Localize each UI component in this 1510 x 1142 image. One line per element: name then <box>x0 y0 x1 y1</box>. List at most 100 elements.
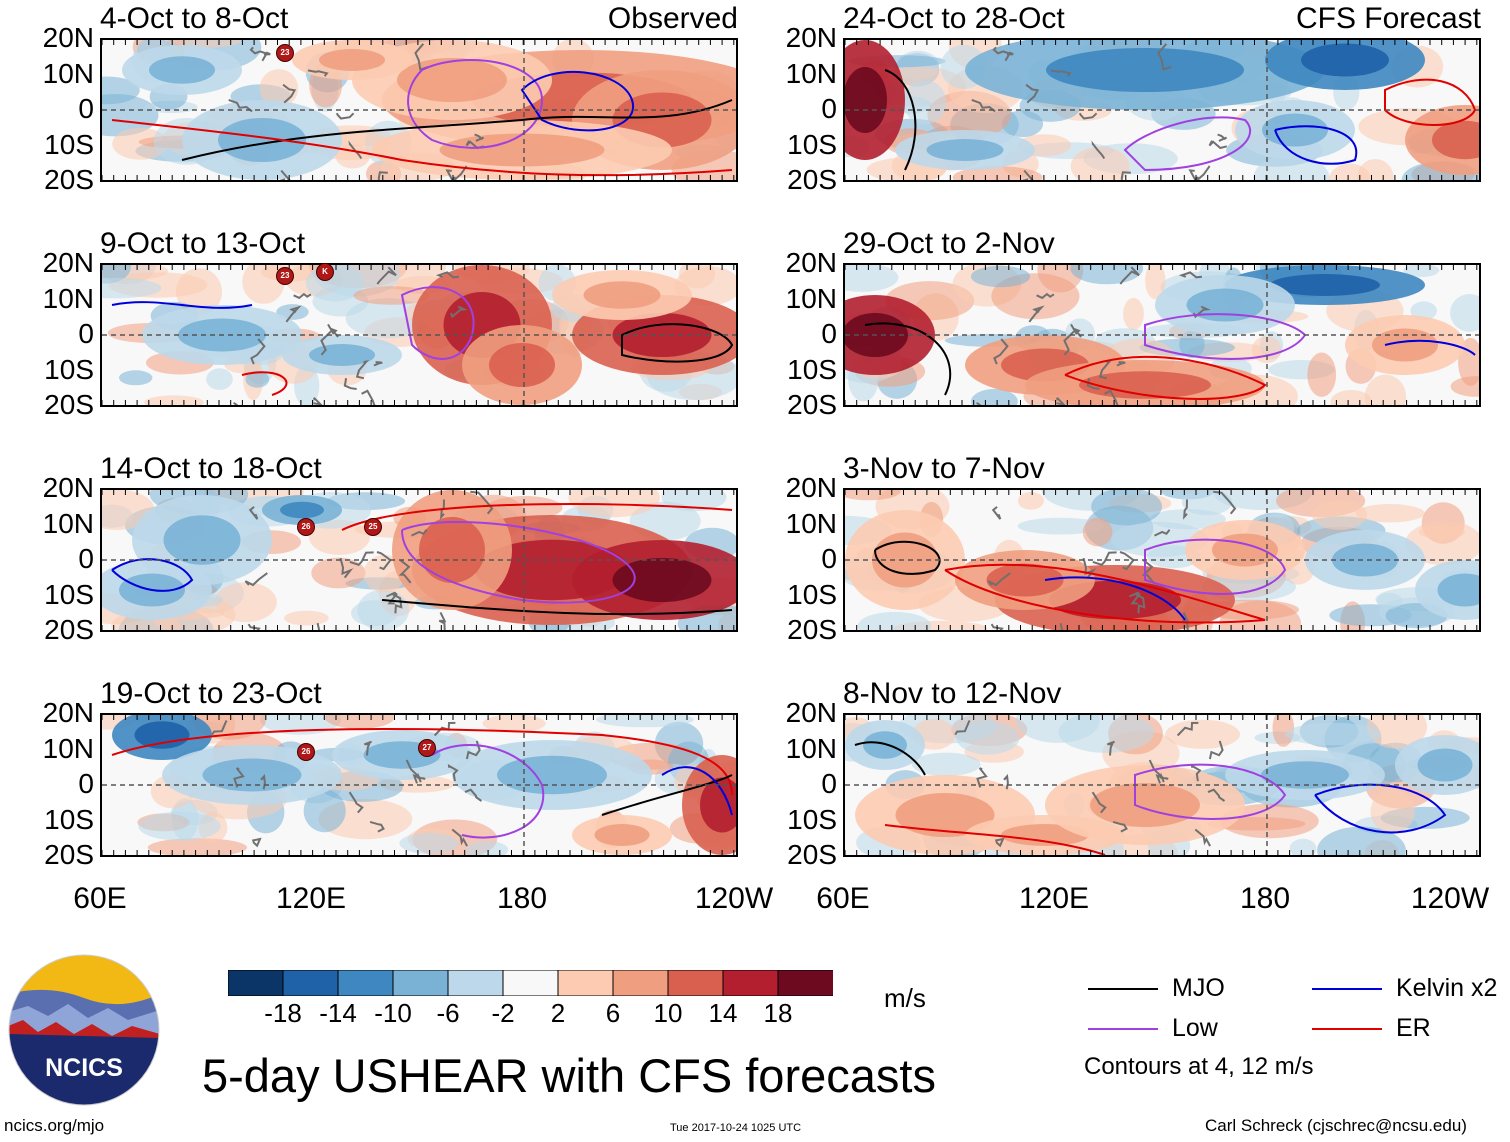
coastline <box>1157 43 1172 71</box>
coastline <box>1063 330 1075 356</box>
lat-label-left-3-1: 10N <box>42 507 94 539</box>
coastline <box>1154 529 1171 537</box>
tropical-cyclone-icon: 27 <box>418 739 436 757</box>
shading-blob <box>163 515 241 565</box>
coastline <box>451 828 468 847</box>
coastline <box>348 791 364 814</box>
coastline <box>348 140 363 160</box>
shading-blob <box>1262 113 1328 147</box>
coastline <box>1091 791 1107 814</box>
contour-line <box>884 69 917 171</box>
lat-label-right-1-1: 10N <box>785 57 837 89</box>
coastline <box>250 338 266 365</box>
contour-line <box>381 599 733 616</box>
footer-timestamp: Tue 2017-10-24 1025 UTC <box>670 1122 802 1134</box>
coastline <box>993 338 1009 365</box>
coastline <box>991 506 1002 520</box>
shading-cell <box>325 715 395 729</box>
colorbar-tick-label: 10 <box>653 998 683 1028</box>
storm-label: 27 <box>422 743 432 752</box>
shading-cell <box>1070 146 1130 180</box>
colorbar <box>227 969 834 997</box>
shading-cell <box>956 721 1020 755</box>
contour-line <box>401 521 636 604</box>
lat-label-left-1-2: 0 <box>78 93 94 124</box>
legend-line-mjo <box>1088 988 1158 990</box>
lat-label-right-1-2: 0 <box>821 93 837 124</box>
panel-title-left-3: 14-Oct to 18-Oct <box>100 452 322 485</box>
footer-url[interactable]: ncics.org/mjo <box>4 1116 105 1135</box>
contour-line <box>1123 116 1252 172</box>
coastline <box>1004 51 1014 62</box>
coastline <box>1091 140 1106 160</box>
coastline <box>355 360 369 380</box>
coastline <box>335 112 355 120</box>
colorbar-tick-label: -14 <box>319 998 357 1028</box>
legend-label: Low <box>1172 1014 1218 1042</box>
shading-blob <box>202 758 302 792</box>
lat-label-right-3-3: 10S <box>787 578 837 610</box>
shading-blob <box>926 139 1004 161</box>
lat-label-right-3-4: 20S <box>787 614 837 645</box>
coastline <box>361 389 376 405</box>
contour-line <box>944 563 1266 624</box>
shading-cell <box>1123 297 1144 331</box>
coastline <box>1213 490 1237 515</box>
coastline <box>244 572 268 587</box>
shading-blob <box>218 118 306 162</box>
lon-label-right-0: 60E <box>816 882 870 915</box>
shading-blob <box>1332 543 1398 577</box>
cfs-forecast-label: CFS Forecast <box>1295 2 1481 35</box>
shading-cell <box>845 265 899 292</box>
coastline <box>249 46 269 55</box>
shading-blob <box>1437 573 1479 607</box>
coastline <box>1078 112 1098 120</box>
lat-label-right-1-3: 10S <box>787 128 837 160</box>
contour-line <box>1134 763 1287 820</box>
shading-blob <box>594 824 650 846</box>
shading-cell <box>857 611 932 630</box>
coastline <box>1086 377 1100 390</box>
lat-label-left-1-0: 20N <box>42 22 94 53</box>
storm-label: K <box>322 267 328 276</box>
lat-label-left-3-0: 20N <box>42 472 94 503</box>
panel-title-right-3: 3-Nov to 7-Nov <box>843 452 1045 485</box>
coastline <box>1194 828 1211 847</box>
coastline <box>228 98 253 113</box>
coastline <box>1134 592 1146 614</box>
lon-label-left-1: 120E <box>275 882 347 915</box>
lat-label-right-4-3: 10S <box>787 803 837 835</box>
colorbar-segment <box>612 969 669 997</box>
lon-label-left-3: 120W <box>694 882 774 915</box>
shading-cell <box>911 752 981 776</box>
coastline <box>1178 271 1202 279</box>
coastline <box>247 623 261 630</box>
shading-cell <box>1220 803 1319 839</box>
shading-cell <box>206 368 233 390</box>
contour-line <box>111 301 253 309</box>
storm-label: 26 <box>301 522 311 531</box>
colorbar-segment <box>777 969 834 997</box>
lat-label-left-4-1: 10N <box>42 732 94 764</box>
shading-cell <box>1317 826 1406 855</box>
coastline <box>1120 171 1131 180</box>
shading-cell <box>303 789 346 833</box>
panel-title-left-2: 9-Oct to 13-Oct <box>100 227 306 260</box>
coastline <box>285 305 302 323</box>
lat-label-left-2-0: 20N <box>42 247 94 278</box>
shading-cell <box>1312 499 1367 530</box>
coastline <box>1028 305 1045 323</box>
map-panel-left-4 <box>100 713 738 857</box>
lat-label-right-1-4: 20S <box>787 164 837 195</box>
shading-cell <box>1330 390 1372 405</box>
coastline <box>233 767 245 788</box>
coastline <box>987 572 1011 587</box>
map-panel-right-1 <box>843 38 1481 182</box>
legend-line-kelvin-x2 <box>1312 988 1382 990</box>
coastline <box>398 559 412 584</box>
coastline <box>976 401 981 405</box>
tropical-cyclone-icon: 23 <box>276 44 294 62</box>
lat-label-left-1-4: 20S <box>44 164 94 195</box>
contour-line <box>661 766 733 816</box>
coastline <box>1112 820 1128 833</box>
